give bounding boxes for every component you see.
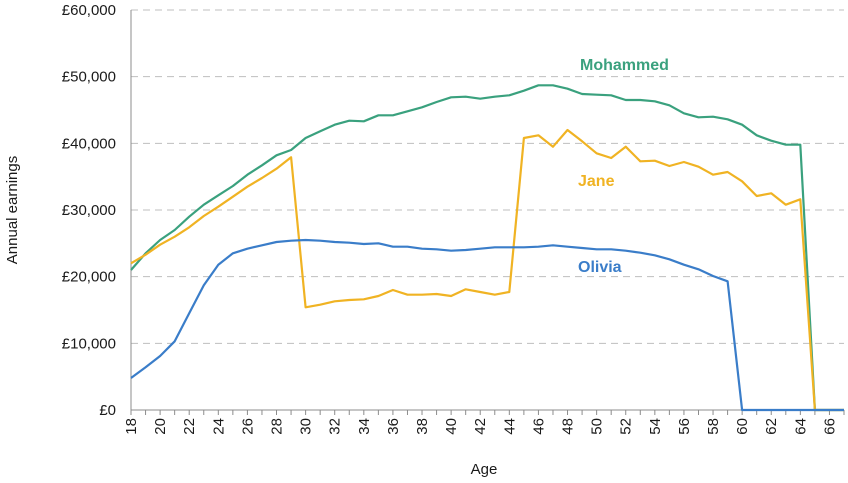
x-tick-label: 44 [501,418,518,435]
series-line-jane [130,128,844,412]
series-labels: Mohammed Jane Olivia [578,57,669,276]
series-line-olivia [130,238,844,412]
y-axis-title: Annual earnings [4,156,21,264]
y-axis-tick-labels: £0 £10,000 £20,000 £30,000 £40,000 £50,000 £60… [62,2,116,419]
x-tick-label: 48 [560,418,577,435]
x-tick-label: 66 [821,418,838,435]
y-tick-label: £50,000 [62,69,116,86]
series-label-jane: Jane [578,173,615,190]
x-tick-label: 56 [676,418,693,435]
x-tick-label: 62 [763,418,780,435]
x-tick-label: 32 [327,418,344,435]
x-tick-label: 20 [152,418,169,435]
x-tick-label: 46 [530,418,547,435]
x-axis-tick-labels: 18 20 22 24 26 28 30 32 34 36 38 40 42 44 46 48 50 52 54 56… [123,418,838,435]
y-tick-label: £0 [99,402,116,419]
series-line-mohammed [130,84,844,412]
axes [130,10,845,415]
x-tick-label: 28 [269,418,286,435]
series-label-mohammed: Mohammed [580,57,669,74]
x-tick-label: 50 [589,418,606,435]
x-tick-label: 38 [414,418,431,435]
x-tick-label: 64 [792,418,809,435]
x-tick-label: 60 [734,418,751,435]
x-tick-label: 30 [298,418,315,435]
x-tick-label: 40 [443,418,460,435]
y-tick-label: £60,000 [62,2,116,19]
y-tick-label: £20,000 [62,269,116,286]
x-tick-label: 34 [356,418,373,435]
series-lines [130,84,844,412]
x-tick-label: 26 [239,418,256,435]
x-tick-label: 42 [472,418,489,435]
x-tick-label: 52 [618,418,635,435]
x-axis-title: Age [471,461,498,478]
x-tick-label: 36 [385,418,402,435]
x-tick-label: 18 [123,418,140,435]
x-tick-label: 54 [647,418,664,435]
y-tick-label: £10,000 [62,335,116,352]
x-tick-label: 22 [181,418,198,435]
series-label-olivia: Olivia [578,259,622,276]
y-tick-label: £30,000 [62,202,116,219]
y-tick-label: £40,000 [62,135,116,152]
x-tick-label: 58 [705,418,722,435]
x-tick-label: 24 [210,418,227,435]
gridlines [131,9,844,344]
